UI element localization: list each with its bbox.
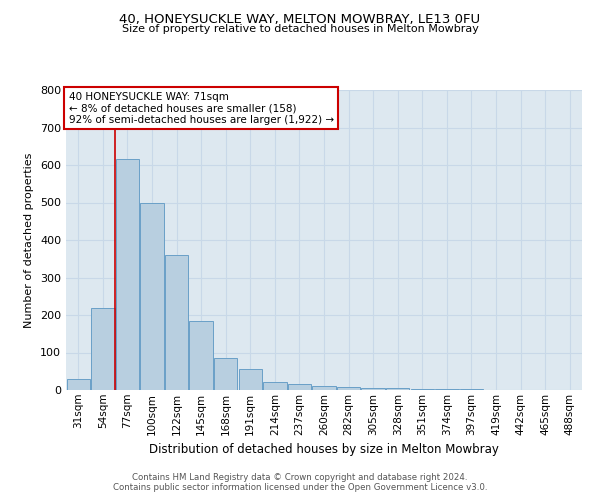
Bar [165,255,188,390]
Bar [190,320,213,390]
Bar [263,382,287,390]
Bar [67,379,90,390]
X-axis label: Distribution of detached houses by size in Melton Mowbray: Distribution of detached houses by size … [149,443,499,456]
Text: 40, HONEYSUCKLE WAY, MELTON MOWBRAY, LE13 0FU: 40, HONEYSUCKLE WAY, MELTON MOWBRAY, LE1… [119,12,481,26]
Bar [386,388,409,390]
Text: 40 HONEYSUCKLE WAY: 71sqm
← 8% of detached houses are smaller (158)
92% of semi-: 40 HONEYSUCKLE WAY: 71sqm ← 8% of detach… [68,92,334,124]
Bar [313,386,335,390]
Bar [140,202,164,390]
Bar [435,388,458,390]
Bar [116,160,139,390]
Bar [337,388,360,390]
Bar [361,388,385,390]
Bar [239,370,262,390]
Bar [410,388,434,390]
Bar [214,358,238,390]
Text: Size of property relative to detached houses in Melton Mowbray: Size of property relative to detached ho… [122,24,478,34]
Text: Contains HM Land Registry data © Crown copyright and database right 2024.
Contai: Contains HM Land Registry data © Crown c… [113,473,487,492]
Bar [460,388,483,390]
Y-axis label: Number of detached properties: Number of detached properties [25,152,34,328]
Bar [91,308,115,390]
Bar [288,384,311,390]
